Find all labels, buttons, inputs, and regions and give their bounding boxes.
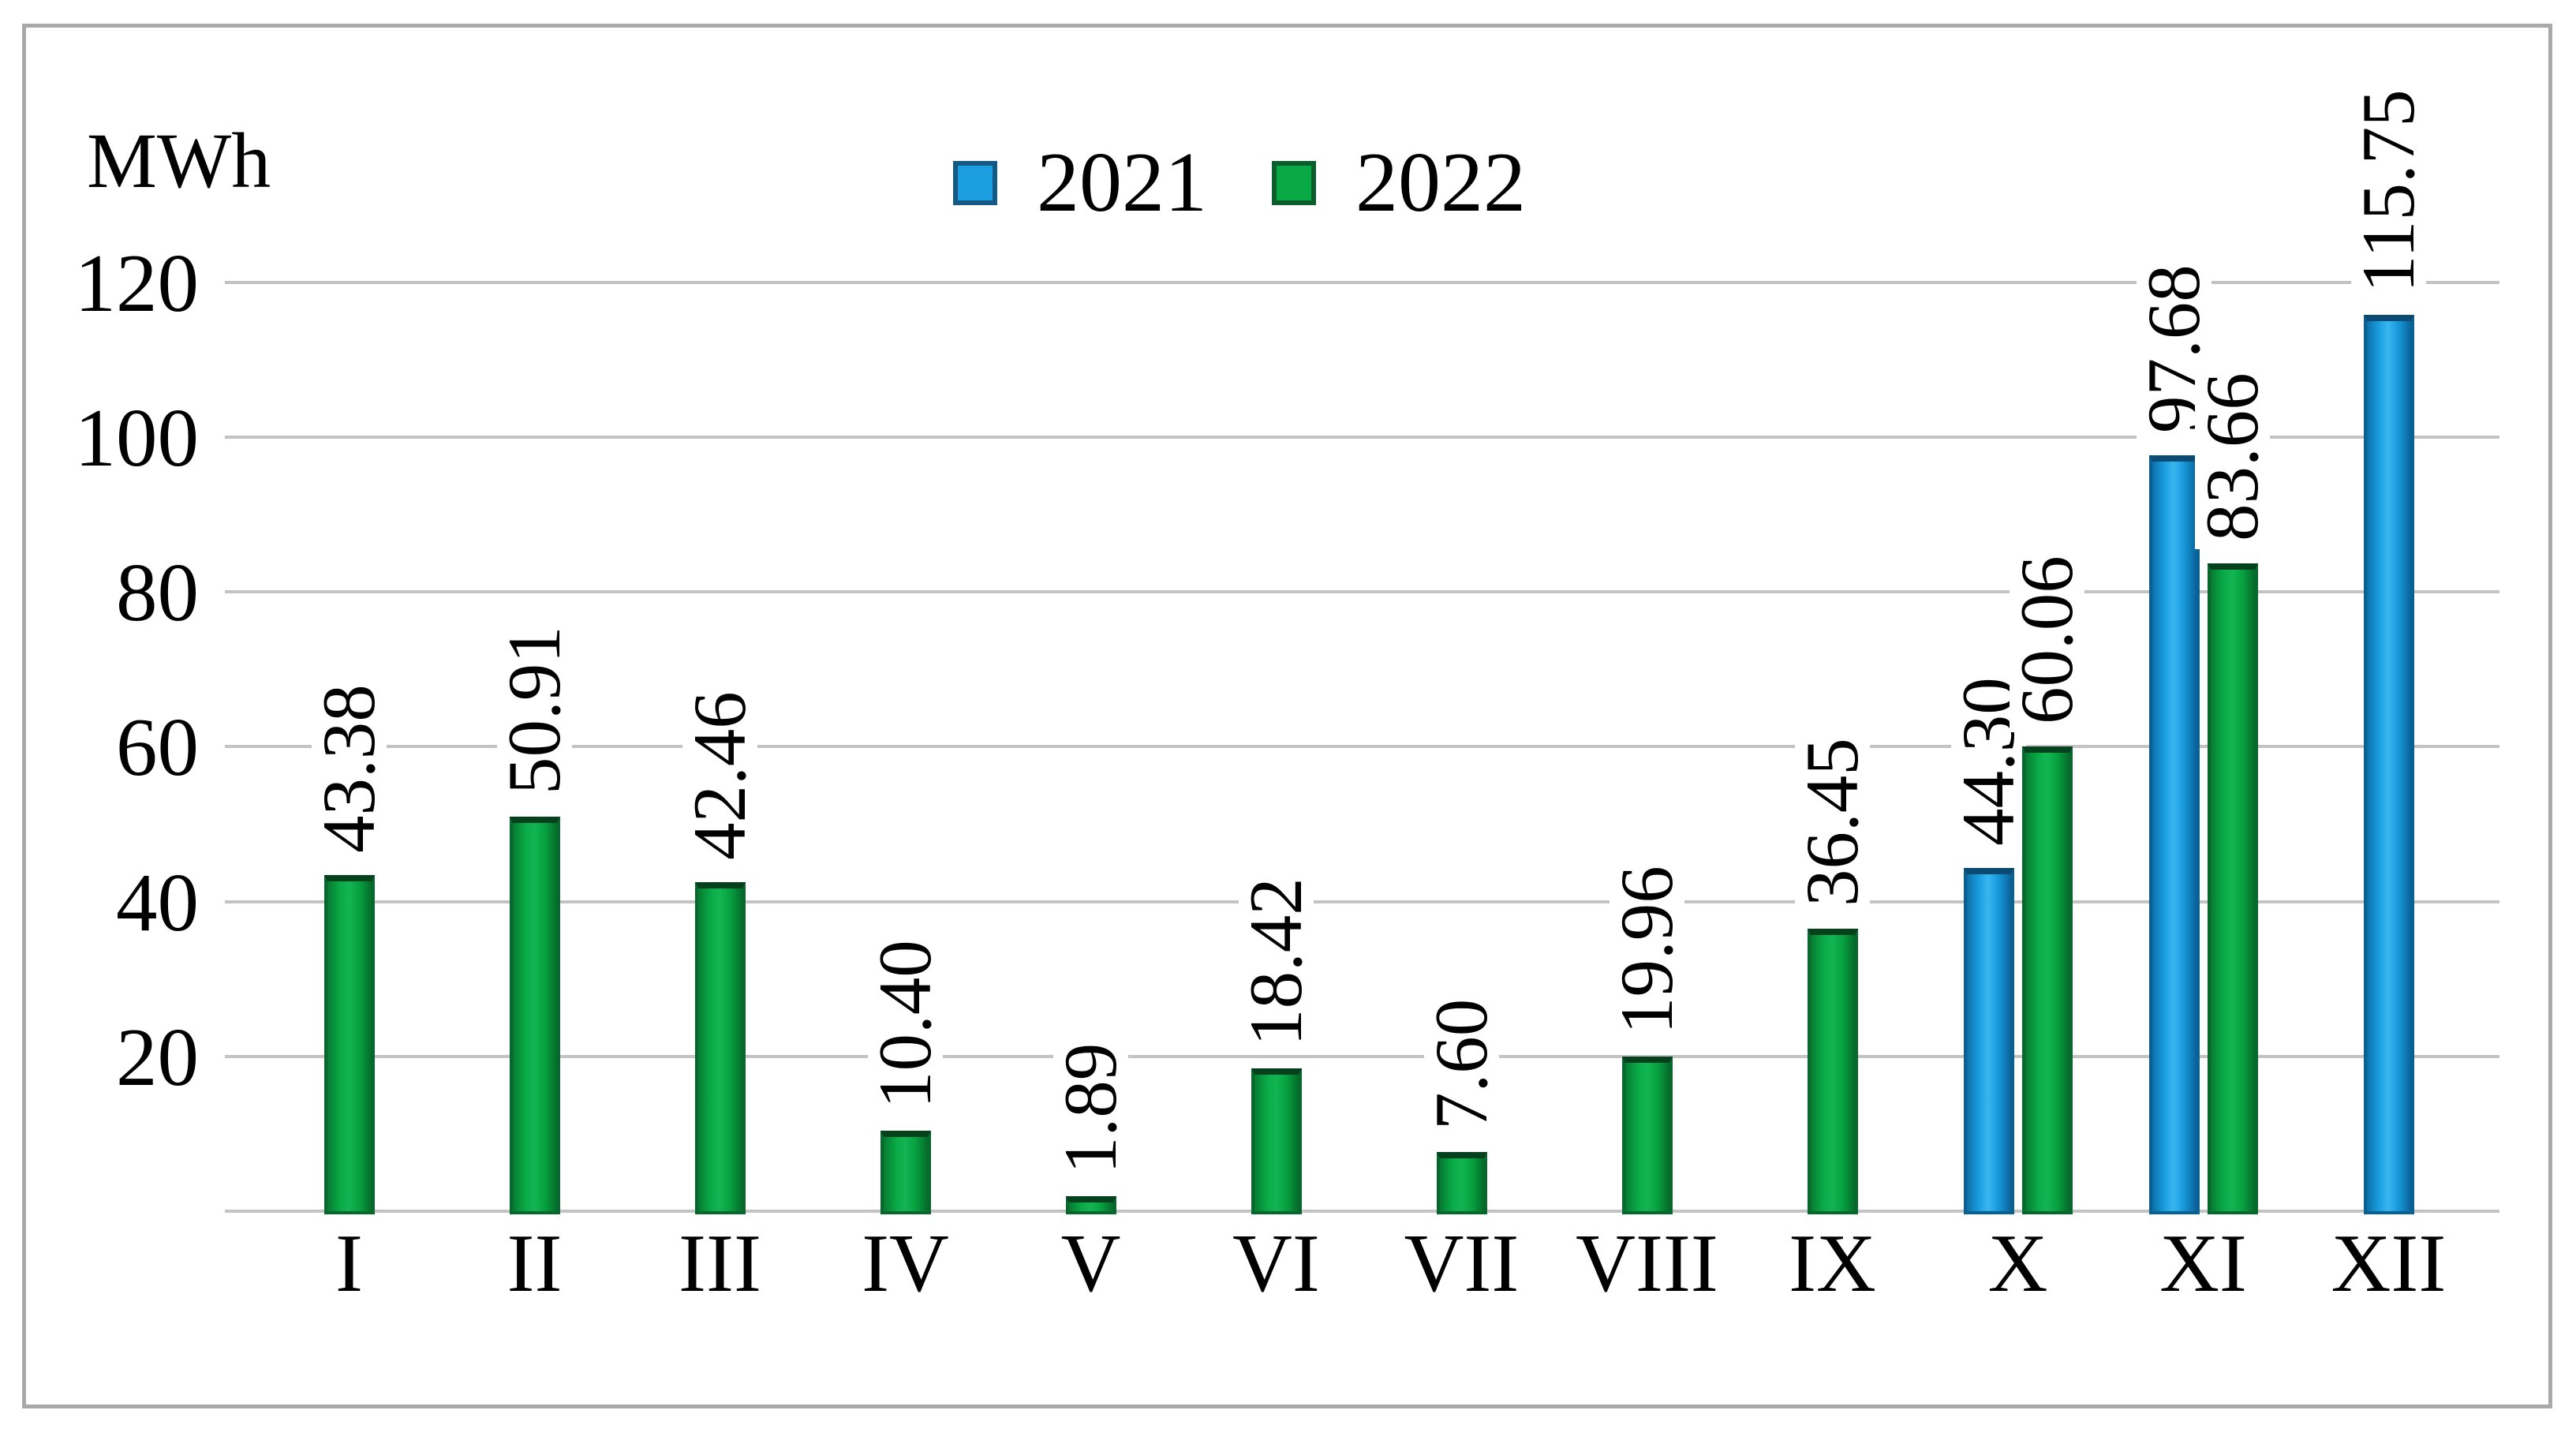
bar-value-text: 60.06 [2005, 547, 2088, 732]
y-tick-label: 100 [74, 391, 200, 484]
gridline [225, 745, 2499, 749]
bar-2022 [323, 875, 375, 1214]
bar-value-text: 19.96 [1605, 858, 1688, 1043]
bar-value-text: 18.42 [1234, 870, 1318, 1055]
legend-swatch-2022 [1272, 161, 1316, 205]
bar-2022 [1436, 1152, 1487, 1214]
gridline [225, 1054, 2499, 1058]
x-axis-label: II [507, 1217, 563, 1309]
y-tick-label: 120 [74, 236, 200, 329]
gridline [225, 280, 2499, 284]
bar-2022 [1251, 1068, 1302, 1214]
bar-2022 [2021, 746, 2073, 1214]
bar-2022 [1065, 1196, 1116, 1214]
legend-item-2021: 2021 [953, 140, 1207, 226]
bar-value-text: 42.46 [678, 683, 761, 869]
bar-2022 [694, 882, 746, 1214]
bar-value-text: 36.45 [1790, 730, 1874, 915]
bar-2022 [1621, 1057, 1673, 1214]
y-tick-label: 60 [116, 701, 199, 794]
gridline [225, 900, 2499, 903]
x-axis-label: III [679, 1217, 761, 1309]
bar-value-text: 83.66 [2190, 365, 2274, 550]
legend-label-2022: 2022 [1355, 136, 1526, 230]
gridline [225, 590, 2499, 593]
y-tick-label: 40 [116, 855, 199, 948]
bar-2022 [880, 1130, 931, 1214]
x-axis-label: VI [1232, 1217, 1320, 1309]
x-axis-label: XI [2159, 1217, 2247, 1309]
bar-value-text: 7.60 [1419, 991, 1503, 1139]
legend-swatch-2021 [953, 161, 997, 205]
x-axis-label: IV [862, 1217, 949, 1309]
bar-value-text: 115.75 [2346, 81, 2430, 301]
bar-2022 [2207, 563, 2258, 1214]
x-axis-label: V [1060, 1217, 1121, 1309]
x-axis-label: I [335, 1217, 363, 1309]
x-axis-label: VIII [1576, 1217, 1718, 1309]
x-axis-baseline [225, 1210, 2499, 1213]
bar-2021 [2148, 454, 2200, 1214]
gridline [225, 435, 2499, 439]
y-axis-unit-label: MWh [87, 117, 271, 204]
y-tick-label: 20 [116, 1010, 199, 1103]
bar-2022 [1807, 929, 1858, 1214]
y-tick-label: 80 [116, 546, 199, 638]
bar-value-text: 1.89 [1049, 1035, 1132, 1183]
bar-value-text: 10.40 [863, 932, 947, 1116]
bar-value-text: 43.38 [307, 676, 391, 862]
x-axis-label: XII [2331, 1217, 2447, 1309]
legend: 2021 2022 [953, 140, 1526, 226]
x-axis-label: X [1987, 1217, 2048, 1309]
legend-label-2021: 2021 [1037, 136, 1207, 230]
x-axis-label: IX [1789, 1217, 1876, 1309]
bar-value-text: 50.91 [492, 618, 576, 803]
bar-2022 [509, 817, 560, 1214]
x-axis-label: VII [1404, 1217, 1520, 1309]
legend-item-2022: 2022 [1272, 140, 1526, 226]
bar-2021 [2363, 315, 2414, 1214]
bar-2021 [1963, 868, 2014, 1214]
